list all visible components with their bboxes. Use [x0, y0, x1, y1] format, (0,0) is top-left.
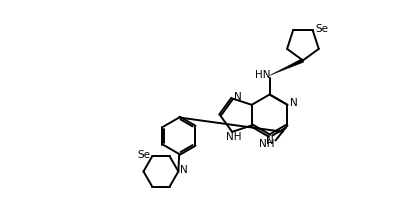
- Text: NH: NH: [259, 139, 275, 149]
- Text: N: N: [289, 98, 297, 108]
- Text: Se: Se: [315, 24, 328, 34]
- Text: N: N: [234, 92, 242, 102]
- Text: Se: Se: [138, 150, 151, 160]
- Text: NH: NH: [226, 132, 242, 142]
- Text: HN: HN: [255, 70, 270, 80]
- Text: N: N: [179, 165, 187, 175]
- Polygon shape: [269, 59, 304, 75]
- Text: N: N: [266, 136, 273, 146]
